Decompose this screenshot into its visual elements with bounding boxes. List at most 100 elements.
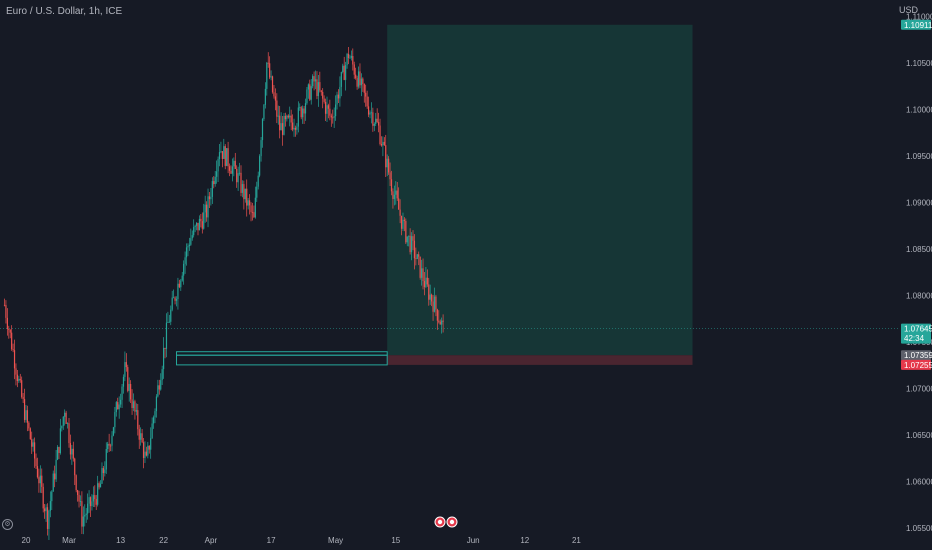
candle-body — [254, 197, 256, 218]
candle-body — [6, 317, 8, 330]
x-tick-label: Jun — [467, 536, 480, 545]
candle-body — [350, 56, 352, 58]
candle-body — [332, 117, 334, 119]
candle-body — [32, 442, 34, 447]
candle-body — [274, 96, 276, 101]
candle-body — [5, 305, 7, 318]
target-badge — [901, 19, 931, 30]
candle-body — [280, 123, 282, 131]
y-tick-label: 1.06000 — [906, 478, 932, 487]
candle-body — [23, 399, 26, 420]
candle-body — [140, 433, 142, 440]
candle-body — [349, 57, 351, 59]
candle-body — [413, 240, 416, 259]
candle-body — [279, 115, 281, 131]
candle-body — [345, 65, 347, 80]
candle-body — [91, 501, 93, 507]
event-marker-dot — [449, 519, 455, 525]
candle-body — [35, 458, 37, 467]
x-tick-label: 17 — [267, 536, 276, 545]
last-price-countdown-text: 42:34 — [904, 334, 925, 343]
candle-body — [250, 205, 252, 213]
candle-body — [233, 160, 235, 167]
candle-body — [271, 76, 274, 93]
candle-body — [356, 78, 358, 87]
candle-body — [314, 79, 317, 82]
candle-body — [191, 235, 193, 239]
candle-body — [180, 280, 182, 288]
candle-body — [317, 82, 319, 97]
candle-body — [260, 140, 262, 157]
candle-body — [402, 219, 404, 229]
candle-body — [294, 127, 297, 130]
candle-body — [170, 309, 172, 322]
candle-body — [207, 196, 209, 218]
event-markers — [434, 516, 458, 528]
candle-body — [54, 473, 56, 480]
candle-body — [244, 188, 246, 200]
candle-body — [395, 190, 397, 195]
candle-body — [281, 123, 284, 135]
candle-body — [130, 384, 132, 400]
candle-body — [141, 433, 143, 443]
zone-box-lower[interactable] — [176, 354, 388, 366]
x-tick-label: 21 — [572, 536, 581, 545]
candle-body — [75, 475, 77, 491]
candle-body — [319, 82, 321, 91]
candle-body — [163, 347, 165, 370]
candle-body — [389, 172, 391, 180]
candle-body — [307, 84, 309, 90]
candle-body — [418, 254, 420, 257]
candle-body — [164, 347, 166, 349]
candle-body — [290, 115, 292, 123]
candle-body — [309, 84, 311, 100]
zone-box-upper[interactable] — [176, 351, 388, 356]
candle-body — [42, 486, 44, 509]
candle-body — [175, 299, 178, 301]
candle-body — [326, 105, 328, 114]
position-zones — [387, 24, 693, 365]
candle-body — [243, 184, 245, 200]
candle-body — [77, 490, 79, 495]
candle-body — [107, 443, 109, 449]
candle-body — [370, 112, 373, 114]
candle-body — [187, 246, 189, 248]
loss-zone[interactable] — [387, 355, 693, 365]
candle-body — [161, 369, 163, 381]
candle-body — [193, 227, 195, 236]
profit-zone[interactable] — [387, 24, 693, 356]
candle-body — [390, 179, 393, 192]
candle-body — [324, 101, 327, 114]
candle-body — [178, 283, 180, 288]
candle-body — [330, 115, 332, 118]
candle-body — [293, 127, 295, 130]
candle-body — [403, 219, 405, 221]
candle-body — [177, 283, 179, 300]
y-tick-label: 1.08000 — [906, 292, 932, 301]
candle-body — [39, 475, 41, 484]
candle-body — [217, 159, 219, 172]
candle-body — [327, 105, 330, 109]
candle-body — [270, 76, 272, 78]
candle-body — [416, 254, 418, 259]
candle-body — [167, 322, 169, 323]
candle-body — [366, 96, 368, 107]
candle-body — [246, 188, 248, 206]
candle-body — [223, 146, 225, 159]
candle-body — [12, 349, 14, 351]
candle-body — [340, 72, 342, 87]
candle-body — [337, 94, 340, 99]
candle-body — [94, 495, 96, 500]
settings-icon[interactable]: ⚙ — [2, 519, 13, 530]
candle-body — [165, 322, 168, 349]
candle-body — [157, 385, 159, 397]
candle-body — [376, 118, 378, 123]
candle-body — [108, 443, 110, 446]
candle-body — [210, 196, 212, 200]
candle-body — [346, 53, 348, 66]
candle-body — [97, 483, 99, 505]
candle-body — [220, 151, 222, 153]
candle-body — [52, 473, 54, 492]
